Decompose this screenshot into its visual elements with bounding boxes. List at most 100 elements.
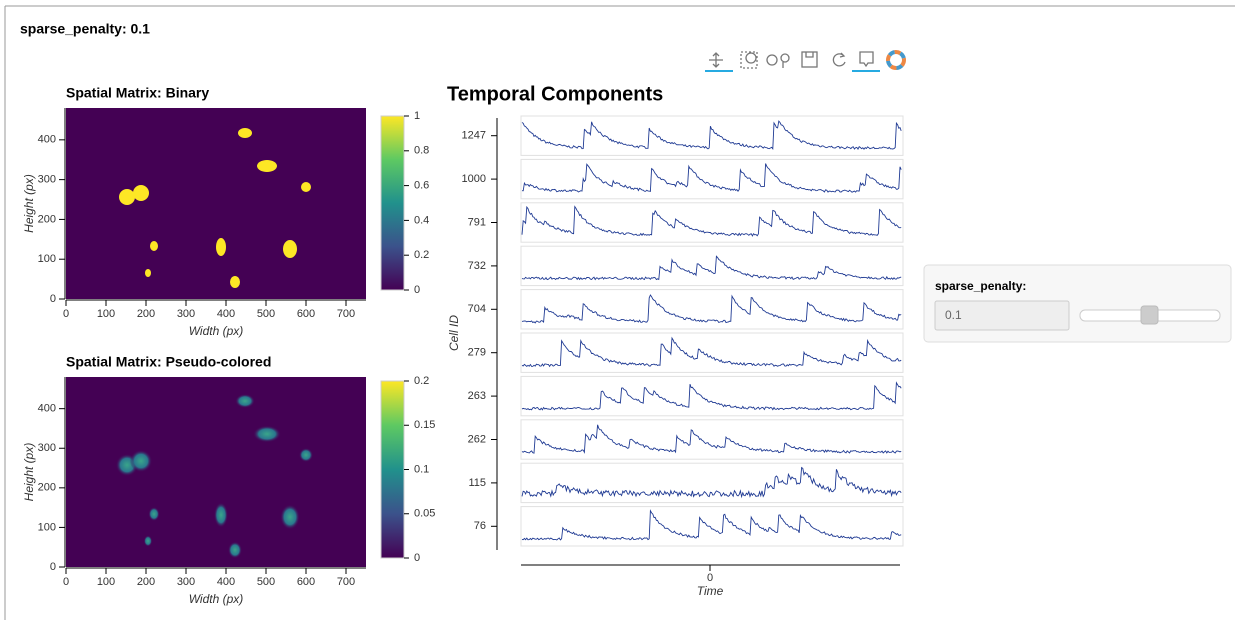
- y-axis-label: Height (px): [22, 443, 36, 502]
- colorbar-tick-label: 0.05: [414, 508, 435, 520]
- cell-footprint: [235, 394, 255, 408]
- wheel-zoom-tool[interactable]: [766, 53, 790, 68]
- colorbar-tick-label: 0.2: [414, 375, 429, 387]
- y-tick-label: 200: [38, 482, 56, 494]
- y-tick-label: 300: [38, 442, 56, 454]
- x-tick-label: 400: [217, 308, 235, 320]
- colorbar: [380, 380, 405, 559]
- y-tick-label: 400: [38, 134, 56, 146]
- trace: [521, 336, 902, 368]
- trace-panel: [520, 506, 904, 547]
- save-tool[interactable]: [801, 51, 818, 68]
- cell-footprint: [257, 160, 277, 172]
- x-tick-label: 700: [337, 308, 355, 320]
- x-tick-label: 500: [257, 576, 275, 588]
- cell-footprint: [283, 240, 297, 258]
- y-tick-label: 200: [38, 213, 56, 225]
- colorbar: [380, 115, 405, 291]
- y-tick-label: 400: [38, 403, 56, 415]
- trace: [521, 255, 902, 281]
- hover-tool[interactable]: [852, 51, 880, 72]
- y-tick-label: 263: [468, 390, 486, 402]
- trace-panel: [520, 462, 904, 504]
- trace-panel: [520, 289, 904, 330]
- colorbar-tick-label: 0.8: [414, 145, 429, 157]
- x-tick-label: 700: [337, 576, 355, 588]
- x-tick-label: 600: [297, 308, 315, 320]
- holoviews-logo[interactable]: [886, 50, 906, 70]
- trace: [521, 163, 902, 193]
- colorbar-tick-label: 0.1: [414, 463, 429, 475]
- reset-tool[interactable]: [832, 52, 846, 67]
- page-title: sparse_penalty: 0.1: [20, 21, 150, 37]
- colorbar-tick-label: 0: [414, 552, 420, 564]
- input-value: 0.1: [945, 308, 962, 322]
- trace-panel: [520, 158, 904, 200]
- x-tick-label: 400: [217, 576, 235, 588]
- slider-handle[interactable]: [1140, 305, 1159, 325]
- trace-panel: [520, 332, 904, 373]
- y-tick-label: 300: [38, 174, 56, 186]
- y-tick-label: 76: [474, 520, 486, 532]
- cell-footprint: [301, 182, 311, 192]
- y-tick-label: 1247: [462, 130, 486, 142]
- y-tick-label: 100: [38, 521, 56, 533]
- colorbar-tick-label: 0.15: [414, 419, 435, 431]
- colorbar-tick-label: 1: [414, 110, 420, 122]
- y-tick-label: 791: [468, 216, 486, 228]
- cell-footprint: [143, 535, 153, 547]
- x-tick-label: 600: [297, 576, 315, 588]
- box-zoom-tool[interactable]: [740, 51, 758, 69]
- y-tick-label: 115: [468, 477, 486, 489]
- y-axis-label: Cell ID: [447, 315, 461, 351]
- y-tick-label: 262: [468, 433, 486, 445]
- x-tick-label: 0: [63, 576, 69, 588]
- x-axis-label: Width (px): [189, 592, 244, 606]
- trace: [521, 509, 902, 541]
- x-axis-label: Width (px): [189, 324, 244, 338]
- text-input[interactable]: [934, 300, 1070, 331]
- colorbar-tick-label: 0.4: [414, 214, 429, 226]
- plot-title: Spatial Matrix: Binary: [66, 85, 209, 101]
- colorbar-tick-label: 0: [414, 284, 420, 296]
- y-tick-label: 0: [50, 561, 56, 573]
- widget-label: sparse_penalty:: [935, 279, 1026, 293]
- cell-footprint: [145, 269, 151, 277]
- x-tick-label: 100: [97, 308, 115, 320]
- trace: [521, 381, 902, 411]
- x-tick-label: 300: [177, 576, 195, 588]
- cell-footprint: [214, 502, 228, 528]
- x-tick-label: 200: [137, 308, 155, 320]
- cell-footprint: [280, 504, 300, 530]
- cell-footprint: [238, 128, 252, 138]
- trace-panel: [520, 245, 904, 287]
- cell-footprint: [129, 449, 153, 473]
- toolbar: [705, 50, 906, 72]
- cell-footprint: [150, 241, 158, 251]
- cell-footprint: [253, 425, 281, 443]
- trace: [521, 294, 902, 324]
- x-tick-label: 300: [177, 308, 195, 320]
- trace-panel: [520, 115, 904, 156]
- x-axis-label: Time: [697, 584, 724, 598]
- cell-footprint: [133, 185, 149, 201]
- x-tick-label: 0: [63, 308, 69, 320]
- y-axis-label: Height (px): [22, 174, 36, 233]
- heatmap: [66, 377, 366, 567]
- y-tick-label: 1000: [462, 173, 486, 185]
- cell-footprint: [228, 541, 242, 559]
- cell-footprint: [216, 238, 226, 256]
- x-tick-label: 0: [707, 572, 713, 584]
- trace: [521, 120, 902, 151]
- y-tick-label: 100: [38, 253, 56, 265]
- trace-panel: [520, 375, 904, 417]
- pan-tool[interactable]: [705, 52, 733, 72]
- x-tick-label: 100: [97, 576, 115, 588]
- trace-panel: [520, 419, 904, 460]
- x-tick-label: 200: [137, 576, 155, 588]
- plot-title: Temporal Components: [447, 83, 663, 105]
- x-tick-label: 500: [257, 308, 275, 320]
- cell-footprint: [148, 507, 160, 521]
- heatmap: [66, 108, 366, 299]
